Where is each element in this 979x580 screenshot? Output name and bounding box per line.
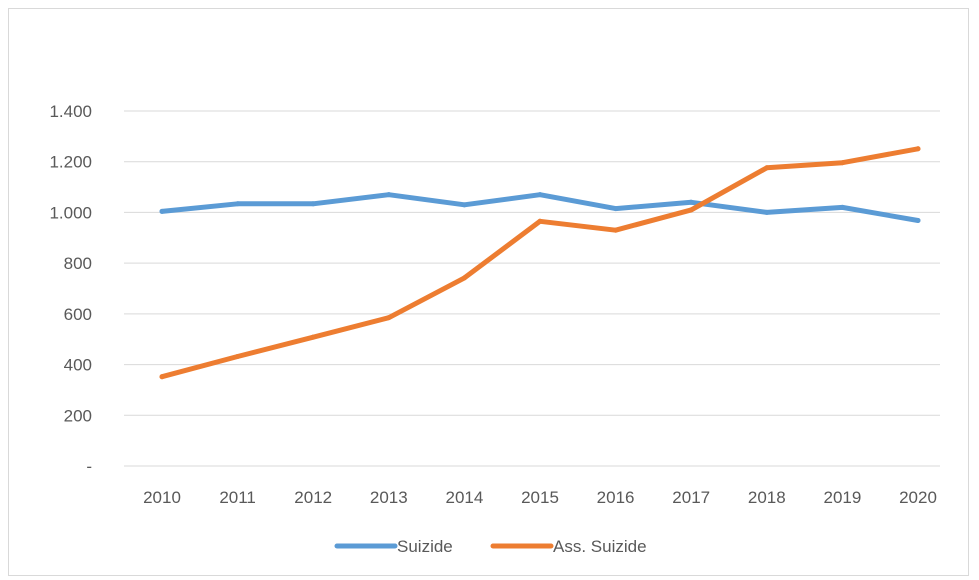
y-tick-label: - — [86, 457, 92, 476]
y-tick-label: 1.000 — [49, 203, 92, 222]
x-tick-label: 2019 — [823, 488, 861, 507]
data-point — [613, 206, 619, 212]
x-tick-label: 2011 — [219, 488, 256, 507]
data-point — [461, 202, 467, 208]
legend-label-1: Ass. Suizide — [553, 537, 647, 556]
data-point — [235, 201, 241, 207]
y-tick-label: 800 — [64, 254, 92, 273]
y-axis-tick-labels: - 200 400 600 800 1.000 1.200 1.400 — [49, 102, 92, 476]
data-point — [537, 192, 543, 198]
x-tick-label: 2012 — [294, 488, 332, 507]
y-tick-label: 1.200 — [49, 153, 92, 172]
data-point — [386, 315, 392, 321]
x-tick-label: 2015 — [521, 488, 559, 507]
data-point — [688, 199, 694, 205]
data-point — [159, 208, 165, 214]
data-point — [461, 275, 467, 281]
data-point — [764, 209, 770, 215]
data-point — [613, 227, 619, 233]
x-tick-label: 2010 — [143, 488, 181, 507]
data-point — [839, 204, 845, 210]
x-tick-label: 2017 — [672, 488, 710, 507]
y-tick-label: 1.400 — [49, 102, 92, 121]
legend-label-0: Suizide — [397, 537, 453, 556]
data-point — [839, 160, 845, 166]
data-point — [310, 201, 316, 207]
data-point — [159, 374, 165, 380]
y-tick-label: 400 — [64, 356, 92, 375]
x-axis-tick-labels: 2010 2011 2012 2013 2014 2015 2016 2017 2018 2019… — [143, 488, 937, 507]
x-tick-label: 2018 — [748, 488, 786, 507]
data-point — [537, 218, 543, 224]
series-line-0 — [159, 192, 921, 223]
series-lines — [159, 146, 921, 380]
data-point — [688, 207, 694, 213]
data-point — [915, 218, 921, 224]
y-tick-label: 200 — [64, 406, 92, 425]
x-tick-label: 2014 — [445, 488, 483, 507]
x-tick-label: 2013 — [370, 488, 408, 507]
data-point — [386, 192, 392, 198]
legend: Suizide Ass. Suizide — [334, 537, 647, 556]
data-point — [310, 334, 316, 340]
x-tick-label: 2020 — [899, 488, 937, 507]
y-tick-label: 600 — [64, 305, 92, 324]
data-point — [235, 353, 241, 359]
data-point — [764, 165, 770, 171]
x-tick-label: 2016 — [597, 488, 635, 507]
chart-frame — [8, 8, 969, 576]
data-point — [915, 146, 921, 152]
